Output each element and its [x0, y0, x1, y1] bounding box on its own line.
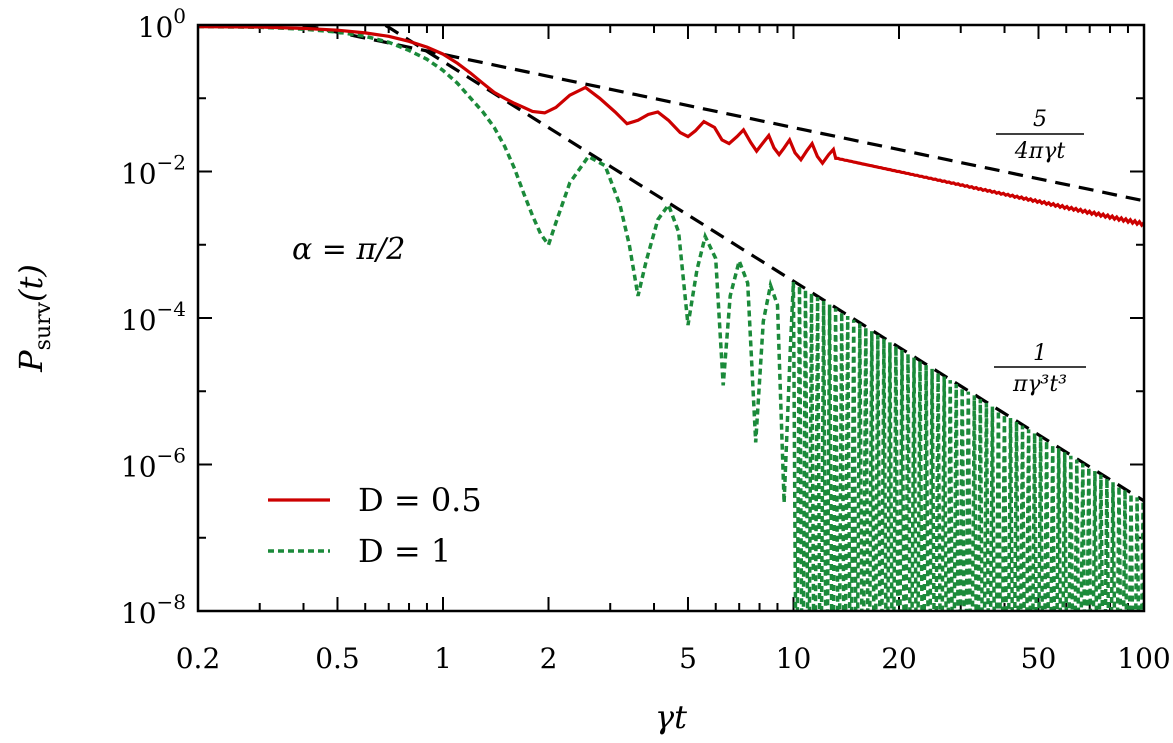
series-line-d-0-5: [198, 25, 1144, 228]
asymptote-line-1-over-t3: [381, 25, 1144, 503]
y-tick-exponent: −2: [157, 151, 186, 175]
y-tick-base: 10: [121, 158, 157, 191]
plot-area: [198, 25, 1144, 611]
y-tick-base: 10: [121, 304, 157, 337]
x-tick-label: 0.5: [315, 642, 360, 675]
x-tick-label: 5: [679, 642, 697, 675]
formula-label-1-over-t3: 1 πγ³t³: [994, 341, 1086, 397]
formula-2-denominator: πγ³t³: [1012, 372, 1067, 397]
x-tick-label: 10: [776, 642, 812, 675]
y-tick-label: 100: [138, 4, 186, 44]
x-tick-label: 2: [540, 642, 558, 675]
y-tick-exponent: −4: [157, 297, 186, 321]
x-tick-labels: 0.2 0.5 1 2 5 10 20 50 100: [176, 642, 1171, 675]
y-tick-exponent: −6: [157, 444, 186, 468]
y-tick-base: 10: [121, 451, 157, 484]
formula-2-numerator: 1: [1033, 341, 1047, 366]
formula-1-denominator: 4πγt: [1014, 139, 1066, 164]
legend-entry-d-1: D = 1: [268, 532, 451, 570]
y-axis-label-sub: surv: [31, 301, 56, 350]
x-tick-label: 0.2: [176, 642, 221, 675]
plot-frame: [196, 23, 1146, 613]
formula-1-numerator: 5: [1033, 107, 1047, 132]
x-axis-label: γt: [655, 698, 687, 736]
y-tick-label: 10−4: [121, 297, 186, 337]
y-tick-base: 10: [138, 11, 174, 44]
legend-label-d-1: D = 1: [358, 532, 451, 570]
y-axis-label-main: P: [12, 350, 50, 373]
x-tick-label: 1: [434, 642, 452, 675]
legend-entry-d-0-5: D = 0.5: [268, 481, 482, 519]
formula-label-1-over-t: 5 4πγt: [996, 107, 1084, 164]
alpha-annotation: α = π/2: [292, 232, 405, 267]
x-tick-label: 100: [1117, 642, 1170, 675]
y-tick-label: 10−8: [121, 590, 186, 630]
series-line-d-1: [198, 25, 1144, 611]
y-tick-label: 10−6: [121, 444, 186, 484]
y-tick-base: 10: [121, 597, 157, 630]
legend: D = 0.5 D = 1: [268, 481, 482, 570]
x-tick-label: 20: [881, 642, 917, 675]
y-axis-label-arg: (t): [12, 264, 50, 302]
x-tick-label: 50: [1021, 642, 1057, 675]
y-tick-exponent: −8: [157, 590, 186, 614]
legend-label-d-0-5: D = 0.5: [358, 481, 482, 519]
y-axis-label: Psurv(t): [12, 264, 56, 373]
y-tick-exponent: 0: [173, 4, 186, 28]
y-tick-label: 10−2: [121, 151, 186, 191]
axis-ticks: [197, 24, 1145, 612]
